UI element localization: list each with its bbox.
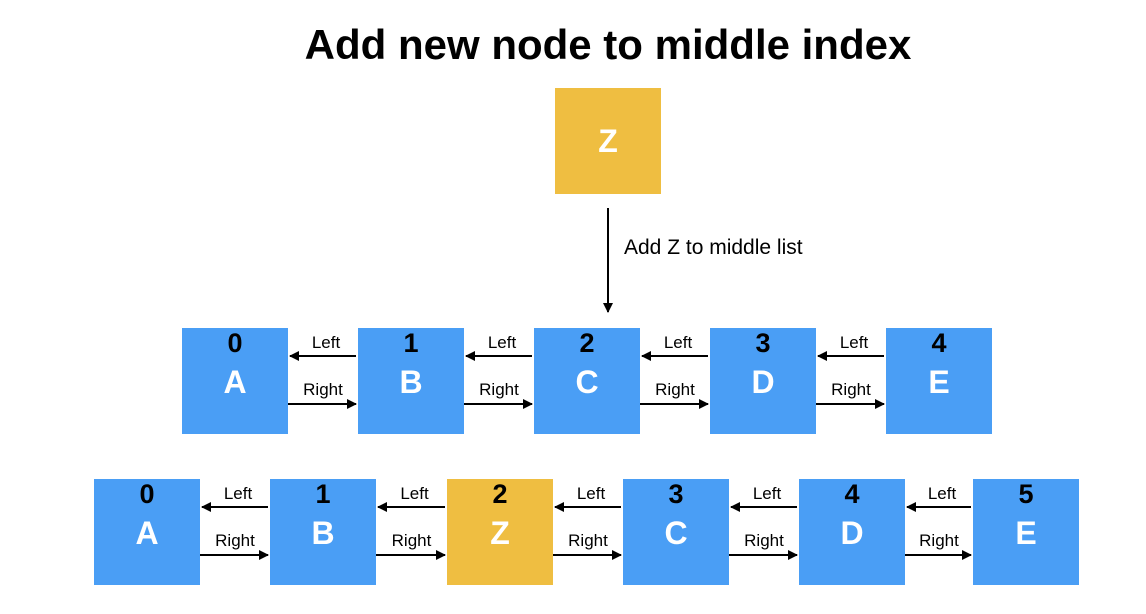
- node-value: A: [135, 515, 159, 551]
- node-value: D: [751, 364, 775, 400]
- left-link-label: Left: [223, 484, 253, 503]
- new-node-z: Z: [555, 88, 661, 194]
- new-node-value: Z: [598, 122, 618, 159]
- left-link-label: Left: [839, 333, 869, 352]
- right-link-label: Right: [919, 531, 959, 550]
- diagram-title: Add new node to middle index: [304, 21, 912, 68]
- node-value: C: [664, 515, 688, 551]
- node-index: 4: [931, 328, 947, 358]
- right-link-label: Right: [655, 380, 695, 399]
- left-link-label: Left: [663, 333, 693, 352]
- node-index: 1: [315, 479, 331, 509]
- node-index: 1: [403, 328, 419, 358]
- right-link-label: Right: [479, 380, 519, 399]
- node-value: C: [575, 364, 599, 400]
- node-value: B: [311, 515, 335, 551]
- left-link-label: Left: [752, 484, 782, 503]
- node-index: 5: [1018, 479, 1034, 509]
- right-link-label: Right: [744, 531, 784, 550]
- right-link-label: Right: [568, 531, 608, 550]
- right-link-label: Right: [391, 531, 432, 550]
- node-index: 2: [579, 328, 595, 358]
- left-link-label: Left: [400, 484, 429, 503]
- node-index: 0: [227, 328, 243, 358]
- node-index: 3: [755, 328, 771, 358]
- right-link-label: Right: [215, 531, 255, 550]
- node-index: 2: [492, 479, 508, 509]
- right-link-label: Right: [303, 380, 343, 399]
- insert-label: Add Z to middle list: [624, 236, 803, 259]
- node-value: Z: [490, 515, 510, 551]
- left-link-label: Left: [487, 333, 517, 352]
- node-index: 0: [139, 479, 155, 509]
- left-link-label: Left: [576, 484, 606, 503]
- node-index: 4: [844, 479, 860, 509]
- node-value: A: [223, 364, 247, 400]
- node-value: E: [1015, 515, 1037, 551]
- node-value: D: [840, 515, 864, 551]
- node-value: E: [928, 364, 950, 400]
- node-index: 3: [668, 479, 684, 509]
- left-link-label: Left: [927, 484, 957, 503]
- node-value: B: [399, 364, 423, 400]
- left-link-label: Left: [311, 333, 341, 352]
- right-link-label: Right: [831, 380, 871, 399]
